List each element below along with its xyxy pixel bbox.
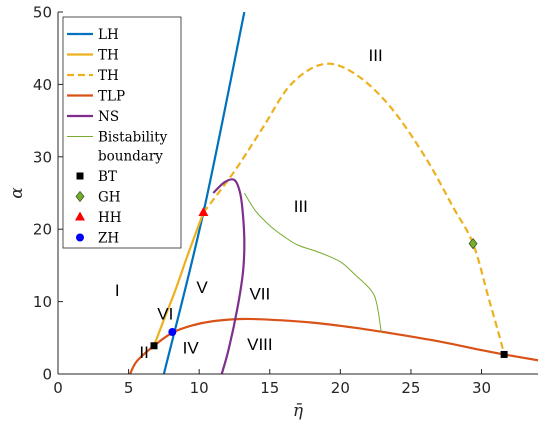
legend-lh-entry: LH: [67, 27, 119, 43]
x-tick-label-25: 25: [401, 379, 420, 397]
series-th-dashed-line: [202, 62, 506, 355]
marker-bt-1: [150, 342, 158, 350]
legend-zh-swatch: [76, 233, 84, 242]
legend-gh-entry: GH: [75, 190, 121, 206]
legend-bistability-boundary-entry: Bistability boundary: [67, 130, 168, 165]
series-tlp-line: [129, 317, 538, 374]
x-tick-label-5: 5: [124, 379, 134, 397]
region-label-iv: IV: [183, 339, 200, 358]
region-label-vi: VI: [157, 305, 173, 324]
axes: 0 5 10 15 20 25 30 0 10 20 30 40 50: [33, 4, 538, 397]
series-th-line: [152, 212, 205, 347]
legend-gh-swatch: [75, 190, 85, 203]
marker-gh-1: [468, 238, 478, 250]
legend-hh-entry: HH: [75, 210, 122, 226]
x-tick-label-20: 20: [331, 379, 350, 397]
legend-zh-label: ZH: [98, 231, 119, 247]
legend-lh-label: LH: [98, 27, 119, 43]
marker-zh-1: [168, 328, 177, 337]
curve-layer: [129, 12, 538, 374]
x-axis-label: η̄: [293, 401, 304, 421]
y-tick-label-0: 0: [42, 366, 52, 384]
marker-layer: [150, 207, 508, 358]
region-label-i: I: [115, 281, 120, 300]
region-label-iii: III: [369, 46, 383, 65]
legend-tlp-label: TLP: [98, 89, 125, 105]
region-label-iii: III: [294, 197, 308, 216]
y-tick-label-20: 20: [33, 221, 52, 239]
legend-bt-label: BT: [98, 169, 117, 185]
x-tick-label-30: 30: [472, 379, 491, 397]
legend-hh-label: HH: [98, 210, 122, 226]
x-tick-label-15: 15: [260, 379, 279, 397]
legend-gh-label: GH: [98, 190, 121, 206]
y-axis-label: α: [7, 187, 27, 199]
legend-th-dashed-entry: TH: [67, 68, 119, 84]
y-tick-label-40: 40: [33, 76, 52, 94]
y-tick-label-30: 30: [33, 148, 52, 166]
legend-th-label: TH: [98, 48, 119, 64]
legend-th-entry: TH: [67, 48, 119, 64]
y-tick-label-50: 50: [33, 4, 52, 22]
legend-zh-entry: ZH: [76, 231, 119, 247]
marker-bt-2: [500, 350, 508, 358]
legend-bistability-boundary-label-line2: boundary: [98, 149, 163, 165]
legend-th-dashed-label: TH: [98, 68, 119, 84]
legend-ns-label: NS: [98, 109, 119, 125]
series-ns-line: [212, 178, 246, 374]
series-bistability-boundary-line: [243, 192, 382, 333]
legend-bistability-boundary-label: Bistability: [98, 130, 168, 146]
y-tick-label-10: 10: [33, 293, 52, 311]
legend-ns-entry: NS: [67, 109, 119, 125]
x-tick-label-0: 0: [53, 379, 63, 397]
legend-hh-swatch: [75, 211, 85, 221]
region-label-vii: VII: [249, 284, 270, 303]
region-label-ii: II: [139, 343, 148, 362]
legend-bt-swatch: [76, 172, 84, 180]
legend-tlp-entry: TLP: [67, 89, 125, 105]
region-label-v: V: [196, 278, 208, 297]
x-tick-label-10: 10: [190, 379, 209, 397]
marker-hh-1: [198, 207, 209, 217]
legend: LH TH TH TLP NS Bistability boundary BT GH HH ZH: [62, 16, 182, 249]
legend-bt-entry: BT: [76, 169, 117, 185]
region-label-viii: VIII: [247, 335, 273, 354]
